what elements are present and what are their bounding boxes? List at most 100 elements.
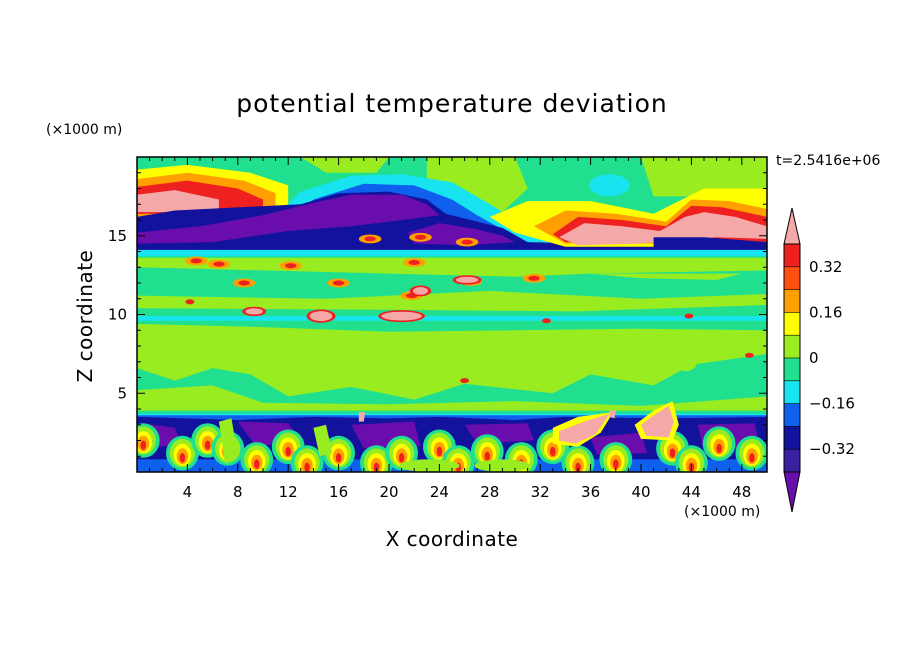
time-label: t=2.5416e+06 [776,153,880,169]
contour-region-19 [137,316,767,321]
contour-region-80 [140,440,147,450]
contour-region-140 [484,451,491,461]
contour-region-32 [414,234,427,240]
y-tick-label-5: 5 [117,384,127,402]
contour-region-50 [332,280,345,286]
contour-region-189 [358,412,366,422]
x-unit-label: (×1000 m) [684,504,760,520]
contour-region-3 [589,174,630,197]
contour-region-10 [137,191,767,252]
x-tick-label-4: 4 [183,483,193,501]
colorbar-bin-4 [784,358,800,381]
colorbar-label: 0 [809,349,819,367]
contour-region-42 [285,263,297,269]
colorbar-bin-5 [784,335,800,358]
x-tick-label-20: 20 [379,483,398,501]
y-axis-label: Z coordinate [73,250,97,383]
contour-region-110 [304,462,310,472]
x-axis-label: X coordinate [386,527,519,551]
colorbar-extend-high [783,207,801,245]
x-tick-label-40: 40 [631,483,650,501]
contour-region-120 [373,462,380,472]
y-tick-label-10: 10 [108,306,127,324]
contour-region-24 [137,385,767,411]
contour-region-165 [669,448,676,458]
contour-region-65 [745,352,754,358]
contour-region-18 [137,249,767,257]
y-tick-label-15: 15 [108,227,127,245]
x-tick-label-36: 36 [581,483,600,501]
colorbar-label: −0.16 [809,395,855,413]
colorbar-bin-3 [784,380,800,404]
contour-region-181 [218,418,238,465]
colorbar-label: −0.32 [809,440,855,458]
contour-region-27 [444,342,475,356]
x-tick-label-16: 16 [329,483,348,501]
contour-region-23 [137,323,767,400]
contour-region-60 [412,287,429,295]
colorbar-bin-6 [784,312,800,336]
colorbar-bin-7 [784,289,800,313]
contour-region-155 [575,462,581,472]
x-tick-label-8: 8 [233,483,243,501]
contour-region-62 [455,276,479,283]
contour-region-30 [364,236,376,242]
x-tick-label-28: 28 [480,483,499,501]
contour-region-66 [185,299,195,305]
contour-region-52 [528,275,540,281]
contour-region-26 [182,349,218,365]
x-tick-label-32: 32 [531,483,550,501]
contour-region-184 [474,459,531,472]
contour-region-85 [179,453,186,463]
contour-region-16 [559,212,767,246]
x-tick-label-48: 48 [732,483,751,501]
contour-region-180 [749,453,755,463]
contour-region-188 [641,405,674,438]
contour-region-22 [137,290,767,312]
contour-region-160 [613,459,619,469]
colorbar-label: 0.16 [809,303,842,321]
y-unit-label: (×1000 m) [46,122,122,138]
contour-region-54 [309,311,333,322]
contour-region-67 [460,378,469,384]
contour-region-58 [245,308,263,315]
x-axis: 4 8 12 16 20 24 28 32 36 40 44 48 [149,157,755,501]
contour-region-36 [190,258,202,264]
contour-region-105 [285,446,292,457]
contour-region-38 [213,261,225,267]
contour-field [137,157,767,472]
contour-region-115 [335,453,342,463]
contour-region-25 [590,273,742,280]
chart-title: potential temperature deviation [236,89,667,118]
colorbar-extend-low [783,471,801,513]
contour-region-11 [137,194,440,244]
x-tick-label-44: 44 [682,483,701,501]
contour-region-100 [253,459,260,469]
colorbar: 0.32 0.16 0 −0.16 −0.32 [783,207,855,513]
contour-region-28 [675,349,698,372]
contour-region-90 [204,440,211,450]
colorbar-label: 0.32 [809,258,842,276]
contour-region-7 [137,190,219,213]
colorbar-bin-9 [784,244,800,267]
contour-region-64 [684,313,694,319]
contour-region-46 [238,280,250,286]
colorbar-bin-1 [784,426,800,450]
colorbar-bin-2 [784,403,800,427]
colorbar-bin-0 [784,449,800,472]
x-tick-label-24: 24 [430,483,449,501]
contour-region-187 [559,413,610,444]
contour-region-150 [550,446,556,457]
contour-region-34 [461,239,473,245]
y-axis: 5 10 15 [108,172,767,457]
contour-region-17 [653,237,767,249]
contour-region-56 [381,311,422,321]
contour-region-183 [399,459,460,472]
contour-region-63 [542,318,551,324]
x-tick-label-12: 12 [279,483,298,501]
colorbar-bin-8 [784,266,800,290]
contour-region-190 [609,410,616,419]
contour-region-12 [407,223,515,246]
contour-region-175 [716,443,722,454]
